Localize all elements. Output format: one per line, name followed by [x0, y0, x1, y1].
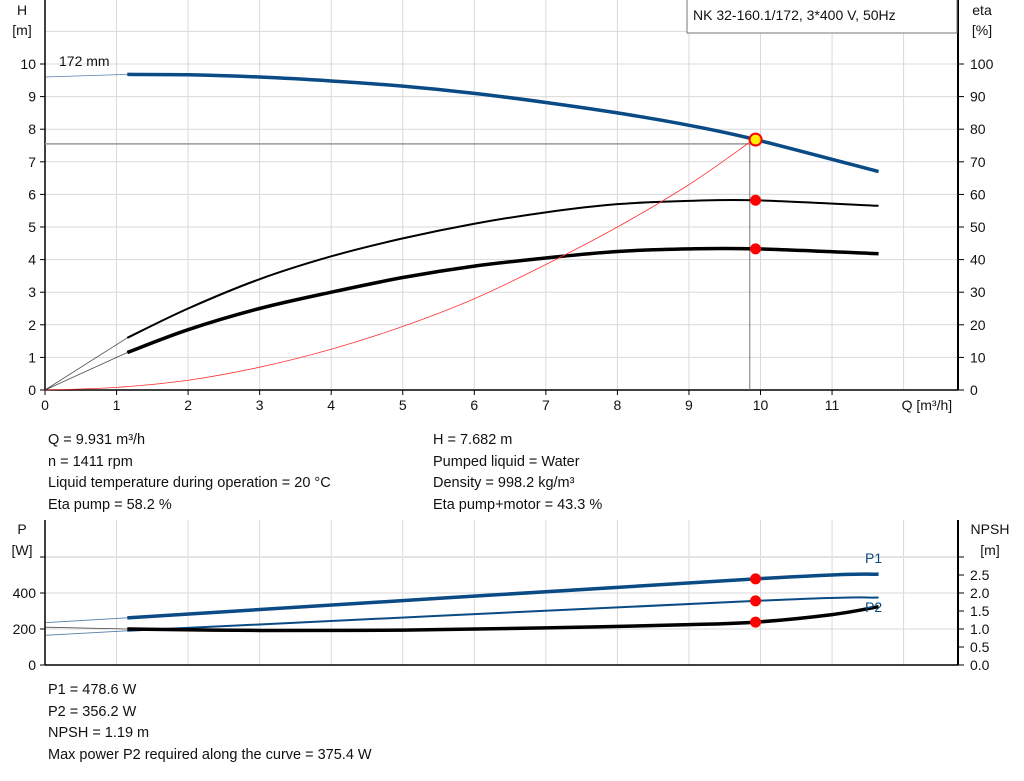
- eta-total-curve-extrapolated: [44, 352, 128, 391]
- x-tick-label: 0: [41, 397, 49, 413]
- y-tick-label-right: 30: [970, 284, 986, 300]
- y-axis-label-left-unit: [W]: [12, 542, 33, 558]
- info-top-right: H = 7.682 m Pumped liquid = Water Densit…: [433, 430, 602, 516]
- y-tick-label-right: 0: [970, 382, 978, 398]
- info-top-left: Q = 9.931 m³/h n = 1411 rpm Liquid tempe…: [48, 430, 331, 516]
- info-n: n = 1411 rpm: [48, 453, 133, 470]
- npsh-point: [750, 616, 762, 628]
- info-p1: P1 = 478.6 W: [48, 682, 137, 698]
- eta-pump-point: [750, 194, 762, 206]
- y-axis-label-right-unit: [%]: [972, 22, 992, 38]
- x-tick-label: 8: [614, 397, 622, 413]
- y-tick-label-left: 1: [28, 349, 36, 365]
- y-tick-label-right: 60: [970, 186, 986, 202]
- x-tick-label: 2: [184, 397, 192, 413]
- y-axis-label-right: eta: [972, 2, 992, 18]
- y-tick-label-right: 0.0: [970, 657, 990, 673]
- y-tick-label-left: 400: [13, 585, 37, 601]
- y-tick-label-left: 200: [13, 621, 37, 637]
- y-axis-label-left: H: [17, 2, 27, 18]
- y-tick-label-right: 70: [970, 154, 986, 170]
- info-q: Q = 9.931 m³/h: [48, 432, 146, 448]
- system-curve: [44, 141, 750, 391]
- y-tick-label-left: 6: [28, 186, 36, 202]
- eta-pump-curve-extrapolated: [44, 337, 128, 391]
- title-box: [686, 0, 958, 34]
- p2-curve: [127, 596, 879, 632]
- head-curve: [127, 72, 879, 174]
- npsh-curve: [127, 604, 879, 633]
- y-tick-label-right: 2.5: [970, 567, 990, 583]
- info-h: H = 7.682 m: [433, 432, 513, 448]
- p2-point: [750, 595, 762, 607]
- y-tick-label-right: 2.0: [970, 585, 990, 601]
- p2-curve-extrapolated: [44, 630, 128, 636]
- y-tick-label-right: 10: [970, 349, 986, 365]
- y-tick-label-right: 1.0: [970, 621, 990, 637]
- y-tick-label-right: 20: [970, 317, 986, 333]
- info-eta-total: Eta pump+motor = 43.3 %: [433, 496, 603, 513]
- duty-point: [748, 132, 763, 147]
- y-tick-label-left: 2: [28, 317, 36, 333]
- npsh-curve-extrapolated: [44, 626, 128, 630]
- y-tick-label-right: 80: [970, 121, 986, 137]
- impeller-label: 172 mm: [59, 53, 110, 69]
- y-tick-label-left: 4: [28, 252, 36, 268]
- y-tick-label-left: 9: [28, 89, 36, 105]
- info-density: Density = 998.2 kg/m³: [433, 475, 575, 491]
- x-tick-label: 3: [256, 397, 264, 413]
- p1-point: [750, 573, 762, 585]
- y-axis-label-left-unit: [m]: [12, 22, 31, 38]
- x-tick-label: 9: [685, 397, 693, 413]
- y-tick-label-left: 8: [28, 121, 36, 137]
- y-tick-label-right: 100: [970, 56, 994, 72]
- eta-total-curve: [126, 246, 879, 355]
- x-tick-label: 7: [542, 397, 550, 413]
- info-eta-pump: Eta pump = 58.2 %: [48, 496, 172, 513]
- x-tick-label: 5: [399, 397, 407, 413]
- y-tick-label-right: 90: [970, 89, 986, 105]
- y-tick-label-right: 0.5: [970, 639, 990, 655]
- y-tick-label-left: 3: [28, 284, 36, 300]
- p2-label: P2: [865, 599, 882, 615]
- info-temp: Liquid temperature during operation = 20…: [48, 475, 331, 491]
- chart-title: NK 32-160.1/172, 3*400 V, 50Hz: [693, 7, 896, 23]
- y-tick-label-left: 5: [28, 219, 36, 235]
- y-tick-label-left: 0: [28, 382, 36, 398]
- x-tick-label: 4: [327, 397, 335, 413]
- y-tick-label-right: 1.5: [970, 603, 990, 619]
- x-tick-label: 10: [753, 397, 769, 413]
- info-p2: P2 = 356.2 W: [48, 703, 137, 720]
- y-tick-label-left: 7: [28, 154, 36, 170]
- x-tick-label: 11: [825, 397, 840, 413]
- p1-curve-extrapolated: [44, 617, 128, 624]
- y-axis-label-left: P: [17, 521, 26, 537]
- y-tick-label-left: 0: [28, 657, 36, 673]
- info-liquid: Pumped liquid = Water: [433, 453, 580, 470]
- x-tick-label: 6: [470, 397, 478, 413]
- p1-curve: [127, 572, 879, 620]
- info-bottom: P1 = 478.6 W P2 = 356.2 W NPSH = 1.19 m …: [48, 680, 372, 766]
- eta-total-point: [750, 243, 762, 255]
- y-axis-label-right-unit: [m]: [980, 542, 999, 558]
- eta-pump-curve: [126, 198, 879, 339]
- p1-label: P1: [865, 550, 882, 566]
- y-axis-label-right: NPSH: [971, 521, 1010, 537]
- x-axis-label: Q [m³/h]: [902, 397, 953, 413]
- y-tick-label-right: 50: [970, 219, 986, 235]
- info-max-p2: Max power P2 required along the curve = …: [48, 746, 372, 763]
- y-tick-label-left: 10: [20, 56, 36, 72]
- head-curve-extrapolated: [44, 74, 128, 78]
- info-npsh: NPSH = 1.19 m: [48, 725, 150, 741]
- y-tick-label-right: 40: [970, 252, 986, 268]
- x-tick-label: 1: [113, 397, 121, 413]
